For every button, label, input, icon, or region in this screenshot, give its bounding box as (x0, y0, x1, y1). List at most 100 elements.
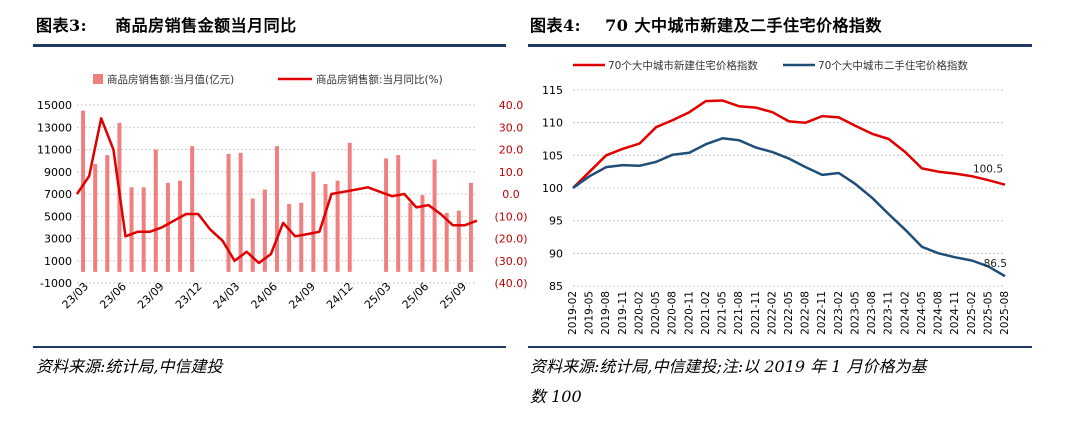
legend-line-label: 商品房销售额:当月同比(%) (316, 73, 443, 86)
legend-new-label: 70个大中城市新建住宅价格指数 (608, 59, 758, 72)
legend-bar-label: 商品房销售额:当月值(亿元) (107, 73, 234, 86)
right-source-line2: 数 100 (530, 387, 582, 406)
right-axis-tick: (20.0) (494, 233, 527, 246)
x-axis-tick: 2023-05 (849, 291, 861, 335)
y-axis-tick: 105 (542, 149, 563, 162)
left-axis-tick: 15000 (37, 99, 72, 112)
sales-bar (456, 210, 461, 272)
yoy-line (75, 117, 478, 265)
right-axis-tick: (40.0) (494, 277, 527, 290)
x-axis-tick: 2020-02 (633, 291, 645, 335)
x-axis-tick: 2023-08 (866, 291, 878, 335)
x-axis-tick: 24/06 (249, 280, 281, 312)
x-axis-tick: 2020-11 (683, 291, 695, 335)
x-axis-tick: 2021-05 (717, 291, 729, 335)
left-legend: 商品房销售额:当月值(亿元) 商品房销售额:当月同比(%) (93, 73, 443, 86)
x-axis-tick: 2022-02 (766, 291, 778, 335)
right-bottom-rule (528, 346, 1032, 348)
right-legend: 70个大中城市新建住宅价格指数 70个大中城市二手住宅价格指数 (573, 59, 968, 72)
x-axis-tick: 23/12 (173, 280, 205, 312)
sales-bar (396, 155, 401, 272)
right-axis-tick: 40.0 (499, 99, 524, 112)
second-hand-line (572, 137, 1006, 278)
right-title-text: 70 大中城市新建及二手住宅价格指数 (605, 16, 882, 35)
left-axis-tick: 1000 (44, 255, 72, 268)
sales-bar (323, 183, 328, 272)
sales-bar (178, 180, 183, 272)
right-axis-tick: 10.0 (499, 166, 524, 179)
y-axis-tick: 90 (549, 247, 563, 260)
sales-bar (190, 146, 195, 272)
sales-bar (238, 152, 243, 272)
sales-bar (129, 187, 134, 272)
legend-second-label: 70个大中城市二手住宅价格指数 (818, 59, 968, 72)
sales-bar (81, 110, 86, 272)
price-index-chart: 70个大中城市新建住宅价格指数 70个大中城市二手住宅价格指数 115 110 10… (542, 59, 1011, 335)
left-axis-tick: 13000 (37, 121, 72, 134)
sales-bar (432, 159, 437, 272)
sales-bar (384, 158, 389, 272)
right-title-rule (528, 44, 1032, 47)
sales-bar (347, 142, 352, 272)
left-source-note: 资料来源:统计局,中信建投 (36, 357, 223, 376)
sales-bar (153, 149, 158, 272)
y-axis-tick: 115 (542, 84, 563, 97)
x-axis-tick: 2019-11 (617, 291, 629, 335)
legend-bar-swatch (93, 74, 103, 84)
x-axis-tick: 2021-02 (700, 291, 712, 335)
x-axis-tick: 25/03 (362, 280, 394, 312)
x-axis-tick: 2021-11 (750, 291, 762, 335)
sales-bar (299, 202, 304, 272)
annotation-second-hand: 86.5 (984, 258, 1007, 270)
right-axis-tick: 20.0 (499, 144, 524, 157)
x-axis-tick: 2024-05 (916, 291, 928, 335)
right-axis-tick: 0.0 (502, 188, 520, 201)
left-axis-tick: 3000 (44, 233, 72, 246)
sales-bar (93, 163, 98, 272)
x-axis-tick: 25/06 (400, 280, 432, 312)
y-axis-tick: 110 (542, 117, 563, 130)
x-axis-tick: 2020-05 (650, 291, 662, 335)
sales-bar (408, 202, 413, 272)
left-axis-tick: -1000 (40, 277, 72, 290)
x-axis-tick: 2025-02 (966, 291, 978, 335)
x-axis-tick: 2023-11 (883, 291, 895, 335)
sales-bar (105, 155, 110, 272)
right-axis-tick: 30.0 (499, 121, 524, 134)
x-axis-tick: 2022-08 (800, 291, 812, 335)
x-axis-tick: 23/09 (135, 280, 167, 312)
left-axis-tick: 5000 (44, 210, 72, 223)
right-title-label: 图表4: (530, 16, 582, 35)
left-title-label: 图表3: (36, 16, 88, 35)
x-axis-tick: 2023-02 (833, 291, 845, 335)
sales-chart: 商品房销售额:当月值(亿元) 商品房销售额:当月同比(%) 15000 13000… (37, 73, 528, 312)
x-axis-tick: 2025-08 (999, 291, 1011, 335)
sales-bar (311, 171, 316, 272)
x-axis-tick: 24/09 (286, 280, 318, 312)
x-axis-tick: 24/12 (324, 280, 356, 312)
x-axis-tick: 2025-05 (982, 291, 994, 335)
x-axis-tick: 2021-08 (733, 291, 745, 335)
left-axis-tick: 11000 (37, 144, 72, 157)
sales-bar (444, 212, 449, 272)
left-axis-tick: 7000 (44, 188, 72, 201)
right-source-line1: 资料来源:统计局,中信建投;注:以 2019 年 1 月价格为基 (530, 357, 927, 376)
x-axis-tick: 24/03 (211, 280, 243, 312)
x-axis-tick: 2019-08 (600, 291, 612, 335)
sales-bar (287, 204, 292, 272)
x-axis-tick: 2024-08 (933, 291, 945, 335)
sales-bar (275, 146, 279, 272)
x-axis-tick: 2019-02 (567, 291, 579, 335)
left-panel-title: 图表3: 商品房销售金额当月同比 (36, 12, 297, 36)
sales-bar (262, 189, 267, 272)
right-axis-tick: (30.0) (494, 255, 527, 268)
x-axis-tick: 2024-02 (899, 291, 911, 335)
y-axis-tick: 100 (542, 182, 563, 195)
annotation-new-home: 100.5 (973, 164, 1003, 176)
sales-bar (468, 182, 473, 272)
new-home-line (572, 99, 1006, 189)
x-axis-tick: 23/06 (97, 280, 129, 312)
x-axis-tick: 2020-08 (667, 291, 679, 335)
sales-bar (165, 182, 170, 272)
right-axis-tick: (10.0) (494, 210, 527, 223)
